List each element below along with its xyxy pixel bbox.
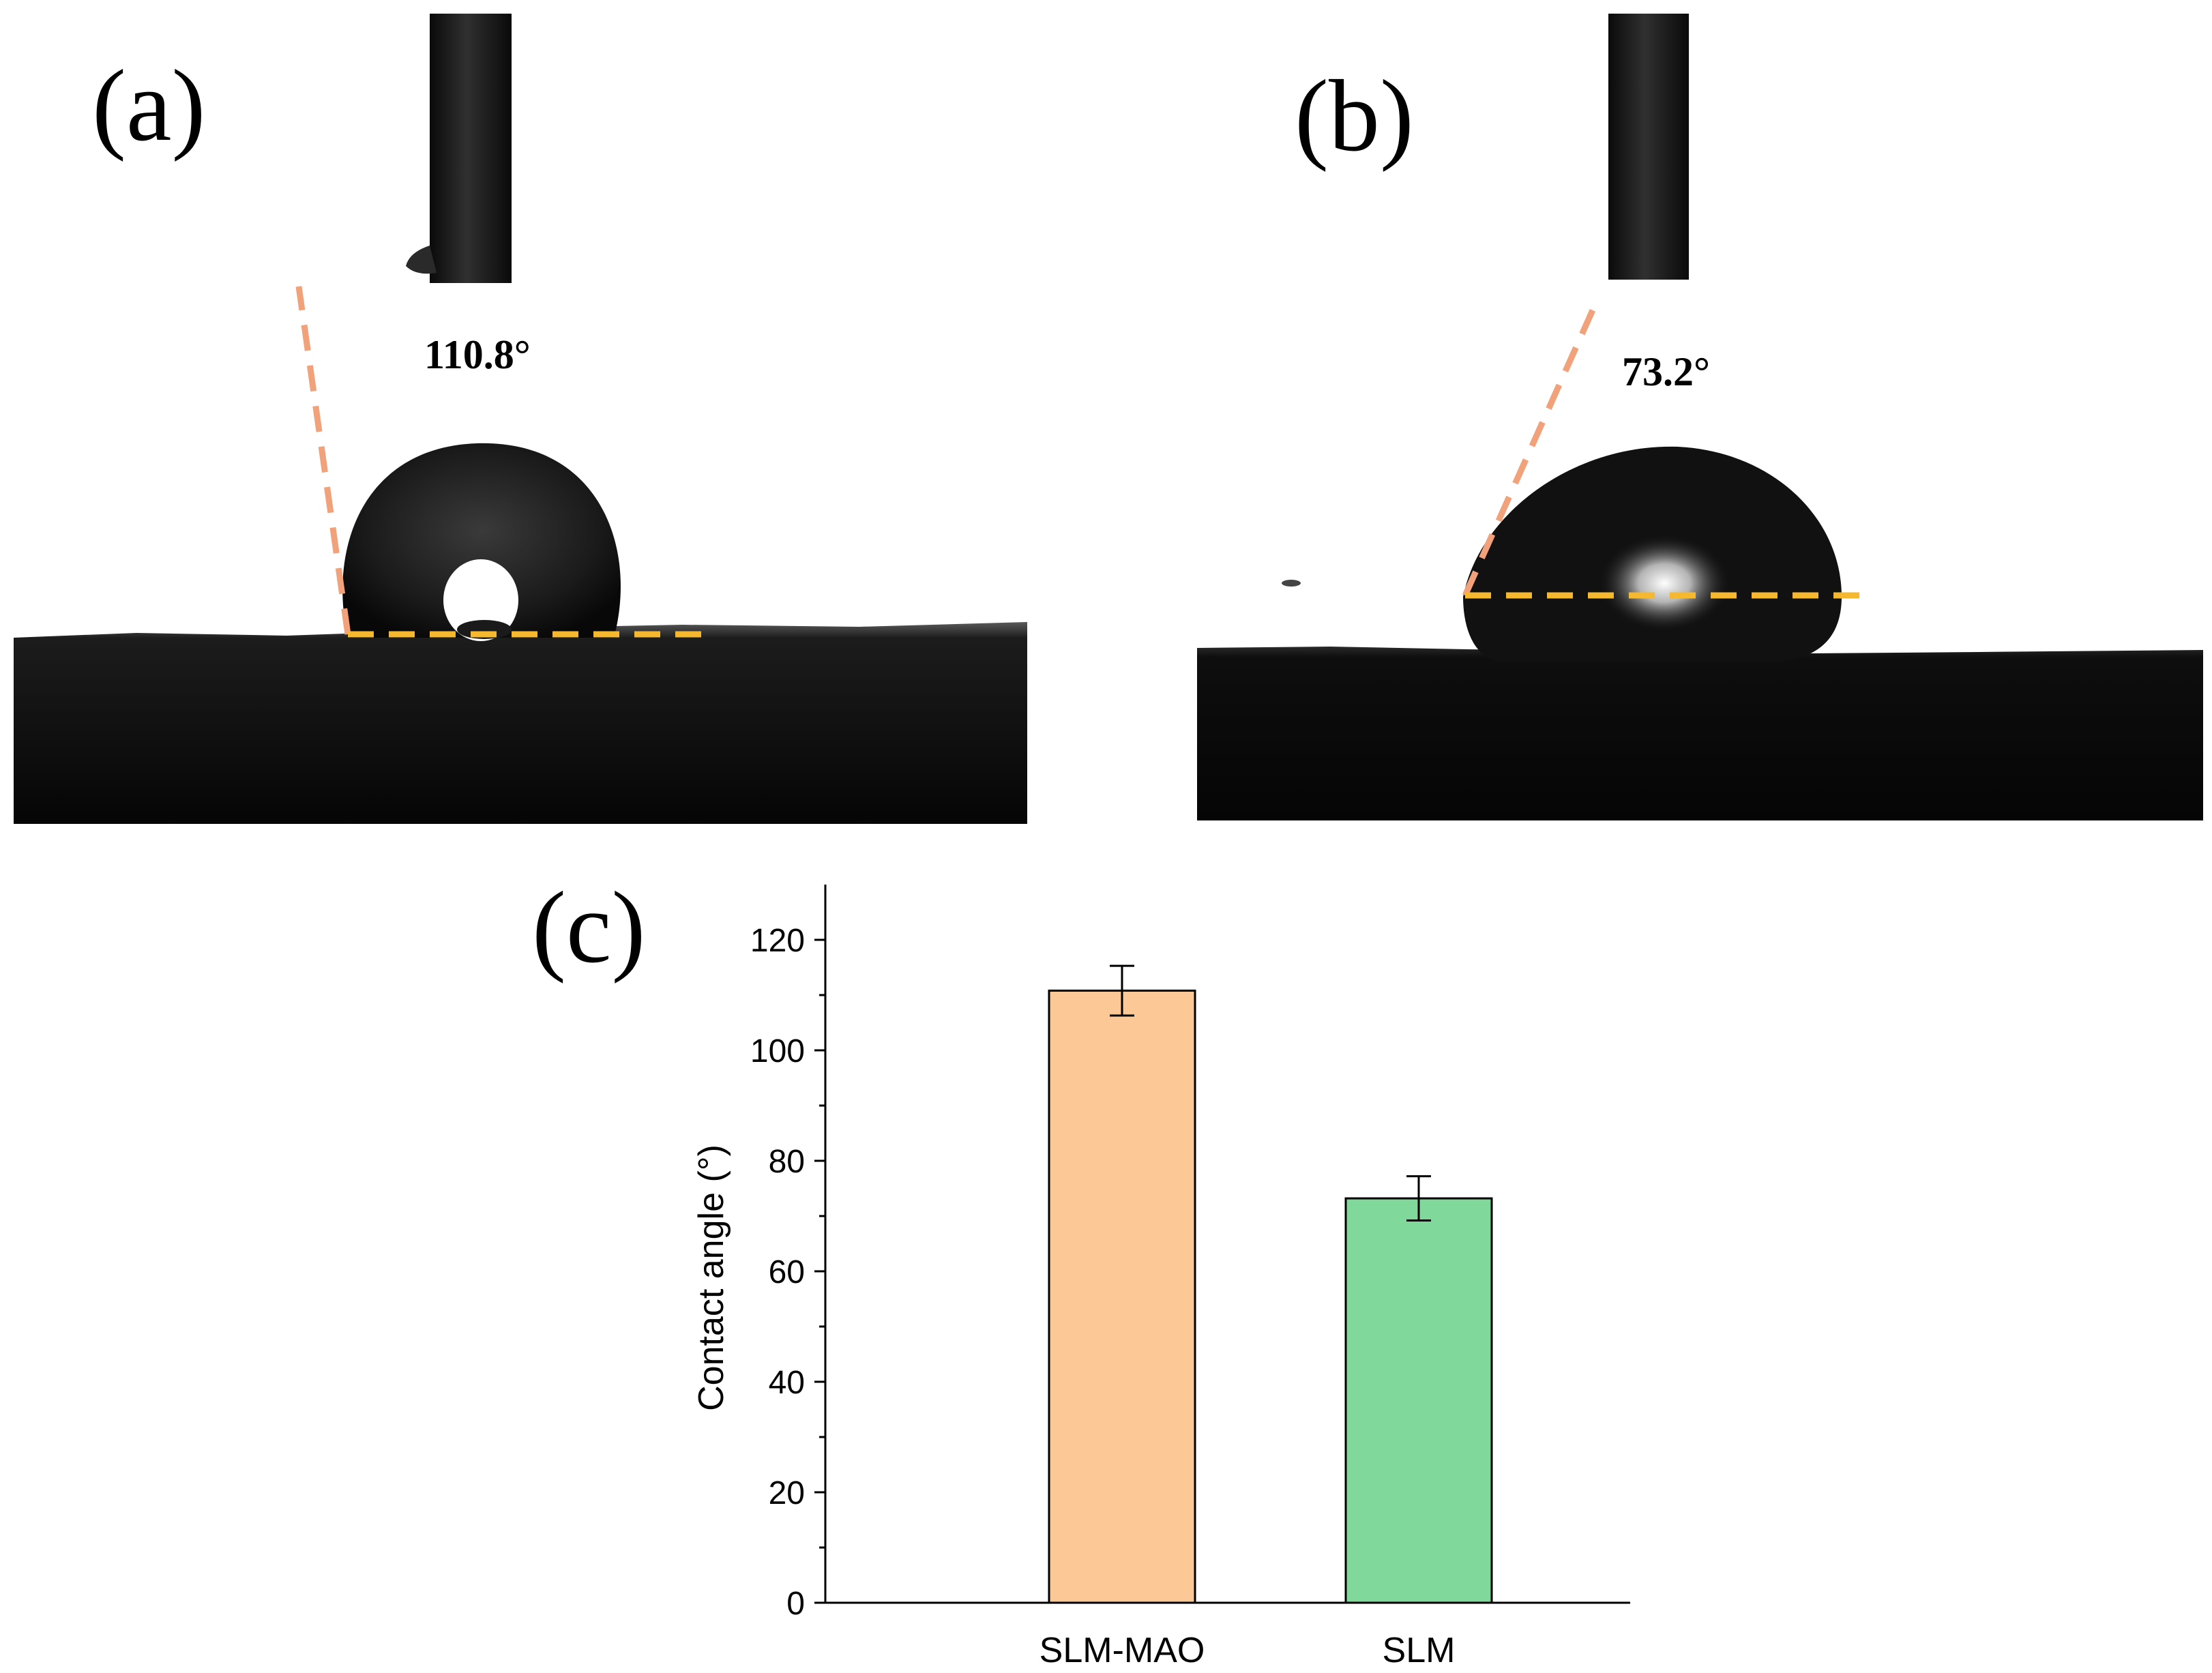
y-ticks-layer: 0 20 40 60 80 100 120 <box>750 923 825 1622</box>
panel-a-needle-droplet <box>406 246 437 274</box>
panel-a-angle-label: 110.8° <box>424 332 531 377</box>
y-tick-label: 0 <box>786 1586 805 1622</box>
x-category-label: SLM <box>1383 1631 1456 1670</box>
y-tick-label: 80 <box>769 1144 805 1180</box>
panel-b-angle-label: 73.2° <box>1622 349 1710 394</box>
panel-b-surface <box>1197 647 2203 820</box>
panel-b-needle <box>1608 14 1689 280</box>
panel-a-surface <box>14 622 1027 824</box>
errorbars-layer <box>1110 964 1431 1222</box>
axes-layer <box>824 885 1630 1604</box>
bar-slm <box>1344 1197 1493 1604</box>
bar-chart: 0 20 40 60 80 100 120 SLM-MAO SLM Contact angle… <box>692 885 1630 1670</box>
panel-c-letter: (c) <box>532 871 645 984</box>
panel-a-letter: (a) <box>92 49 205 162</box>
panel-b-letter: (b) <box>1295 59 1414 173</box>
panel-a-droplet <box>342 443 621 638</box>
panel-a-droplet-highlight <box>443 559 518 641</box>
bars-layer <box>1048 990 1493 1604</box>
x-labels-layer: SLM-MAO SLM <box>1039 1631 1456 1670</box>
panel-a-tangent-line <box>295 286 351 635</box>
panel-a-needle <box>430 14 512 283</box>
bar-slm-mao <box>1048 990 1196 1604</box>
panel-a-photo <box>14 14 1027 824</box>
panel-b-tangent-line <box>1462 304 1598 597</box>
y-tick-label: 20 <box>769 1475 805 1511</box>
panel-b-speck <box>1282 580 1301 587</box>
y-tick-label: 60 <box>769 1254 805 1290</box>
y-tick-label: 100 <box>750 1033 805 1069</box>
panel-b: (b) 73.2° <box>1197 14 2203 820</box>
panel-b-droplet-glow <box>1599 535 1729 631</box>
x-category-label: SLM-MAO <box>1039 1631 1205 1670</box>
y-tick-label: 120 <box>750 923 805 959</box>
y-axis-title: Contact angle (°) <box>692 1144 731 1411</box>
panel-a: (a) 110.8° <box>14 14 1027 824</box>
y-tick-label: 40 <box>769 1365 805 1401</box>
panel-b-photo <box>1197 14 2203 820</box>
panel-c: (c) 0 20 40 60 80 100 120 SLM-MAO SLM Contact a… <box>532 871 1630 1670</box>
